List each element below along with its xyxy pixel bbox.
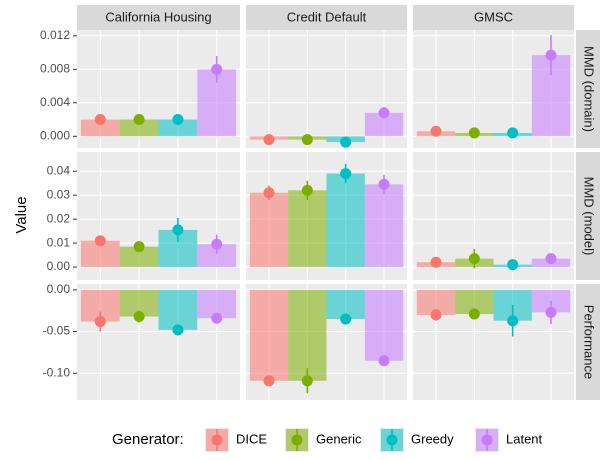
legend-label: Generic xyxy=(316,431,362,446)
point xyxy=(340,136,352,148)
point xyxy=(468,253,480,265)
y-tick-label: 0.01 xyxy=(47,235,71,249)
point xyxy=(263,375,275,387)
bar xyxy=(326,173,365,268)
point xyxy=(94,235,106,247)
point xyxy=(172,324,184,336)
point xyxy=(301,134,313,146)
point xyxy=(340,313,352,325)
point xyxy=(172,114,184,126)
bar xyxy=(364,184,404,268)
y-tick-label: -0.05 xyxy=(43,324,71,338)
point xyxy=(545,253,557,265)
point xyxy=(133,114,145,126)
legend-label: Greedy xyxy=(411,431,454,446)
y-tick-label: 0.02 xyxy=(47,211,71,225)
facet-strip xyxy=(413,5,574,30)
point xyxy=(430,256,442,268)
y-tick-label: 0.008 xyxy=(40,62,70,76)
point xyxy=(340,168,352,180)
legend-key-point xyxy=(291,434,303,446)
facet-strip xyxy=(576,30,600,148)
bar xyxy=(119,119,159,137)
legend-key-point xyxy=(211,434,223,446)
point xyxy=(507,315,519,327)
bar xyxy=(288,289,327,381)
y-tick-label: -0.10 xyxy=(43,365,71,379)
legend-key-point xyxy=(386,434,398,446)
point xyxy=(507,127,519,139)
bar xyxy=(249,192,289,268)
point xyxy=(507,259,519,271)
point xyxy=(545,49,557,61)
point xyxy=(94,114,106,126)
point xyxy=(211,312,223,324)
point xyxy=(133,241,145,253)
legend-label: Latent xyxy=(506,431,543,446)
bar xyxy=(364,112,404,137)
facet-label: Credit Default xyxy=(287,9,367,24)
bar xyxy=(80,119,120,137)
point xyxy=(430,125,442,137)
y-axis-label: Value xyxy=(13,196,30,233)
point xyxy=(468,308,480,320)
point xyxy=(301,375,313,387)
facet-label: Performance xyxy=(582,305,597,379)
point xyxy=(263,187,275,199)
point xyxy=(378,355,390,367)
bar xyxy=(119,246,159,268)
point xyxy=(172,224,184,236)
y-tick-label: 0.04 xyxy=(47,163,71,177)
facet-strip xyxy=(576,284,600,400)
bar xyxy=(158,119,198,137)
facet-label: MMD (model) xyxy=(582,177,597,256)
facet-strip xyxy=(576,152,600,280)
y-tick-label: 0.000 xyxy=(40,128,70,142)
point xyxy=(301,184,313,196)
point xyxy=(211,238,223,250)
bar xyxy=(288,190,327,268)
y-tick-label: 0.004 xyxy=(40,95,70,109)
bar xyxy=(158,289,198,330)
bar xyxy=(364,289,404,361)
point xyxy=(545,306,557,318)
y-tick-label: 0.00 xyxy=(47,282,71,296)
y-tick-label: 0.00 xyxy=(47,259,71,273)
facet-strip xyxy=(77,5,240,30)
facet-label: MMD (domain) xyxy=(582,46,597,132)
point xyxy=(133,311,145,323)
facet-strip xyxy=(246,5,407,30)
facet-label: California Housing xyxy=(105,9,211,24)
point xyxy=(468,127,480,139)
bar xyxy=(197,244,237,268)
point xyxy=(378,107,390,119)
point xyxy=(430,309,442,321)
point xyxy=(263,134,275,146)
point xyxy=(378,178,390,190)
legend-title: Generator: xyxy=(112,431,184,448)
point xyxy=(94,316,106,328)
legend-label: DICE xyxy=(236,431,267,446)
point xyxy=(211,63,223,75)
legend-key-point xyxy=(481,434,493,446)
y-tick-label: 0.012 xyxy=(40,28,70,42)
y-tick-label: 0.03 xyxy=(47,187,71,201)
facet-label: GMSC xyxy=(474,9,513,24)
bar xyxy=(249,289,289,381)
